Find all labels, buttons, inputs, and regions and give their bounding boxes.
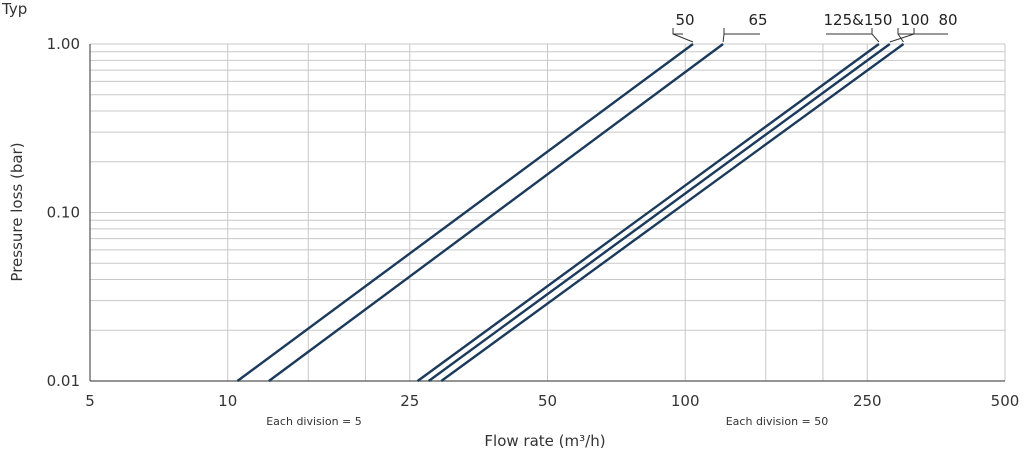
series-label-leader xyxy=(871,28,880,43)
grid xyxy=(89,43,1006,382)
series-line-50 xyxy=(236,43,694,382)
series-label-leader xyxy=(897,28,904,43)
x-tick-label: 10 xyxy=(218,392,237,410)
x-tick-label: 25 xyxy=(400,392,419,410)
y-tick-label: 1.00 xyxy=(47,35,80,53)
y-tick-label: 0.10 xyxy=(47,204,80,222)
axes xyxy=(89,44,1005,382)
tick-labels: 5 10 25 50 100 250 500 0.01 0.10 1.00 xyxy=(47,35,1020,410)
x-tick-label: 5 xyxy=(85,392,95,410)
series-label-leader xyxy=(722,28,725,43)
series-line-100 xyxy=(427,43,891,382)
x-tick-label: 100 xyxy=(671,392,700,410)
y-tick-label: 0.01 xyxy=(47,372,80,390)
x-tick-label: 250 xyxy=(853,392,882,410)
series-line-125150 xyxy=(416,43,880,382)
y-axis-title: Pressure loss (bar) xyxy=(8,142,26,281)
x-division-note-right: Each division = 50 xyxy=(726,415,829,428)
series-label-50: 50 xyxy=(675,11,694,29)
series-label-65: 65 xyxy=(748,11,767,29)
series-lines xyxy=(236,43,905,382)
x-tick-label: 50 xyxy=(538,392,557,410)
x-tick-label: 500 xyxy=(991,392,1020,410)
series-label-80: 80 xyxy=(938,11,957,29)
series-label-100: 100 xyxy=(901,11,930,29)
series-labels: 50 65 125&150 100 80 xyxy=(672,11,958,43)
chart-title: Typ xyxy=(1,0,27,18)
series-label-125150: 125&150 xyxy=(824,11,893,29)
x-axis-title: Flow rate (m³/h) xyxy=(484,432,605,450)
series-label-leader xyxy=(672,28,694,43)
x-division-note-left: Each division = 5 xyxy=(266,415,362,428)
series-line-65 xyxy=(268,43,724,382)
series-line-80 xyxy=(440,43,905,382)
